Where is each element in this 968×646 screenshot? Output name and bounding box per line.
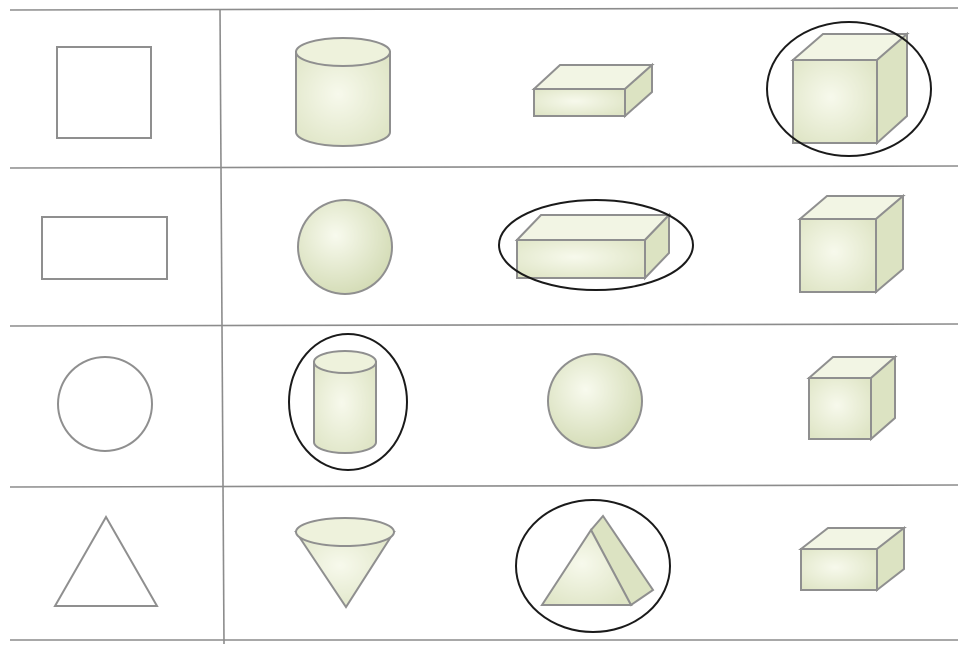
grid-line-top xyxy=(9,7,959,11)
triangle-icon xyxy=(53,514,159,607)
sphere-icon xyxy=(297,199,393,295)
grid-line-row-1 xyxy=(9,165,959,169)
grid-line-row-3 xyxy=(9,484,959,488)
square-icon xyxy=(56,46,152,139)
answer-circle-row-3 xyxy=(288,333,408,471)
sphere-icon xyxy=(547,353,643,449)
grid-line-divider xyxy=(219,9,225,645)
row-2 xyxy=(41,193,906,295)
triangular-prism-icon xyxy=(540,514,655,607)
row-3 xyxy=(57,333,898,471)
cone-icon xyxy=(294,517,396,609)
answer-circle-row-4 xyxy=(515,499,671,633)
row-4 xyxy=(53,499,907,633)
rectangle-icon xyxy=(41,216,168,280)
cylinder-icon xyxy=(313,350,377,454)
cube-icon xyxy=(797,193,906,295)
answer-circle-row-1 xyxy=(766,21,932,157)
cylinder-icon xyxy=(295,37,391,147)
flat-box-icon xyxy=(531,62,655,119)
cube-icon xyxy=(806,354,898,442)
table-grid xyxy=(9,7,959,645)
cube-icon xyxy=(790,31,910,146)
answer-circle-row-2 xyxy=(498,199,694,291)
flat-box-icon xyxy=(798,525,907,593)
circle-icon xyxy=(57,356,153,452)
row-1 xyxy=(56,21,932,157)
grid-line-row-2 xyxy=(9,323,959,327)
long-box-icon xyxy=(514,212,672,281)
